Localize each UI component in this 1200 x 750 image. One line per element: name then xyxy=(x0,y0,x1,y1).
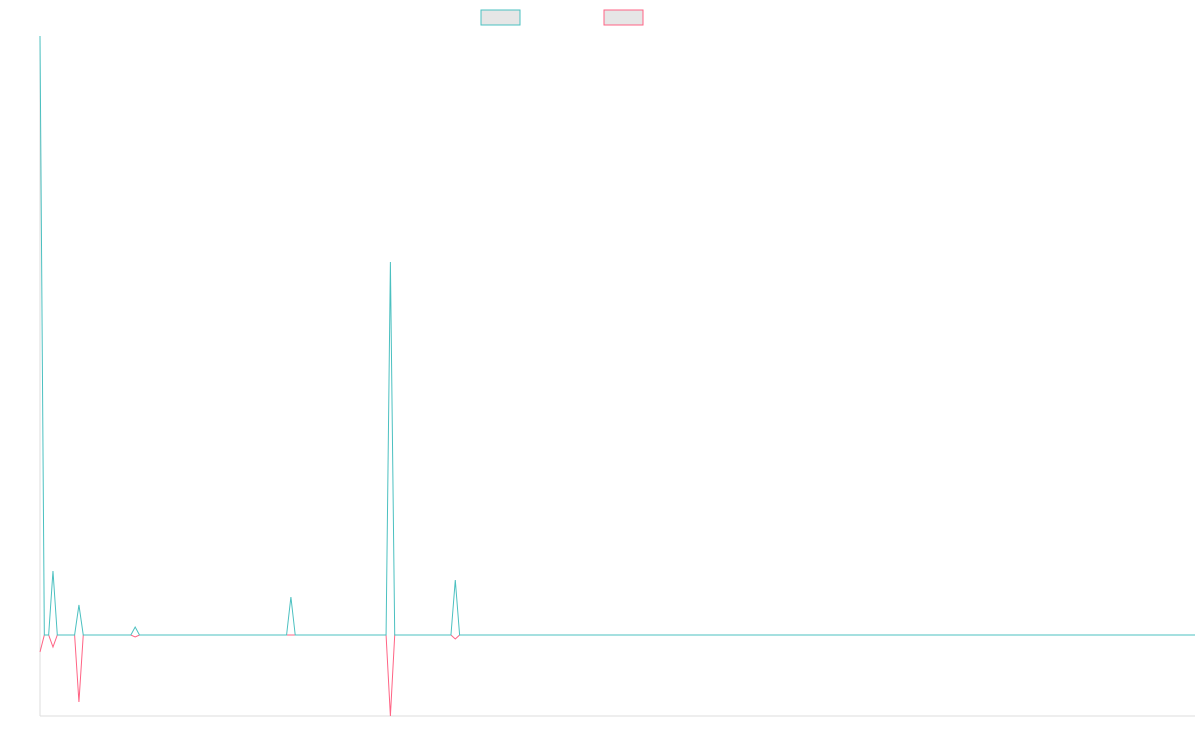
series-line xyxy=(39,35,1195,636)
legend-swatch[interactable] xyxy=(603,9,644,26)
legend-swatch[interactable] xyxy=(480,9,521,26)
series-line xyxy=(39,634,1195,717)
